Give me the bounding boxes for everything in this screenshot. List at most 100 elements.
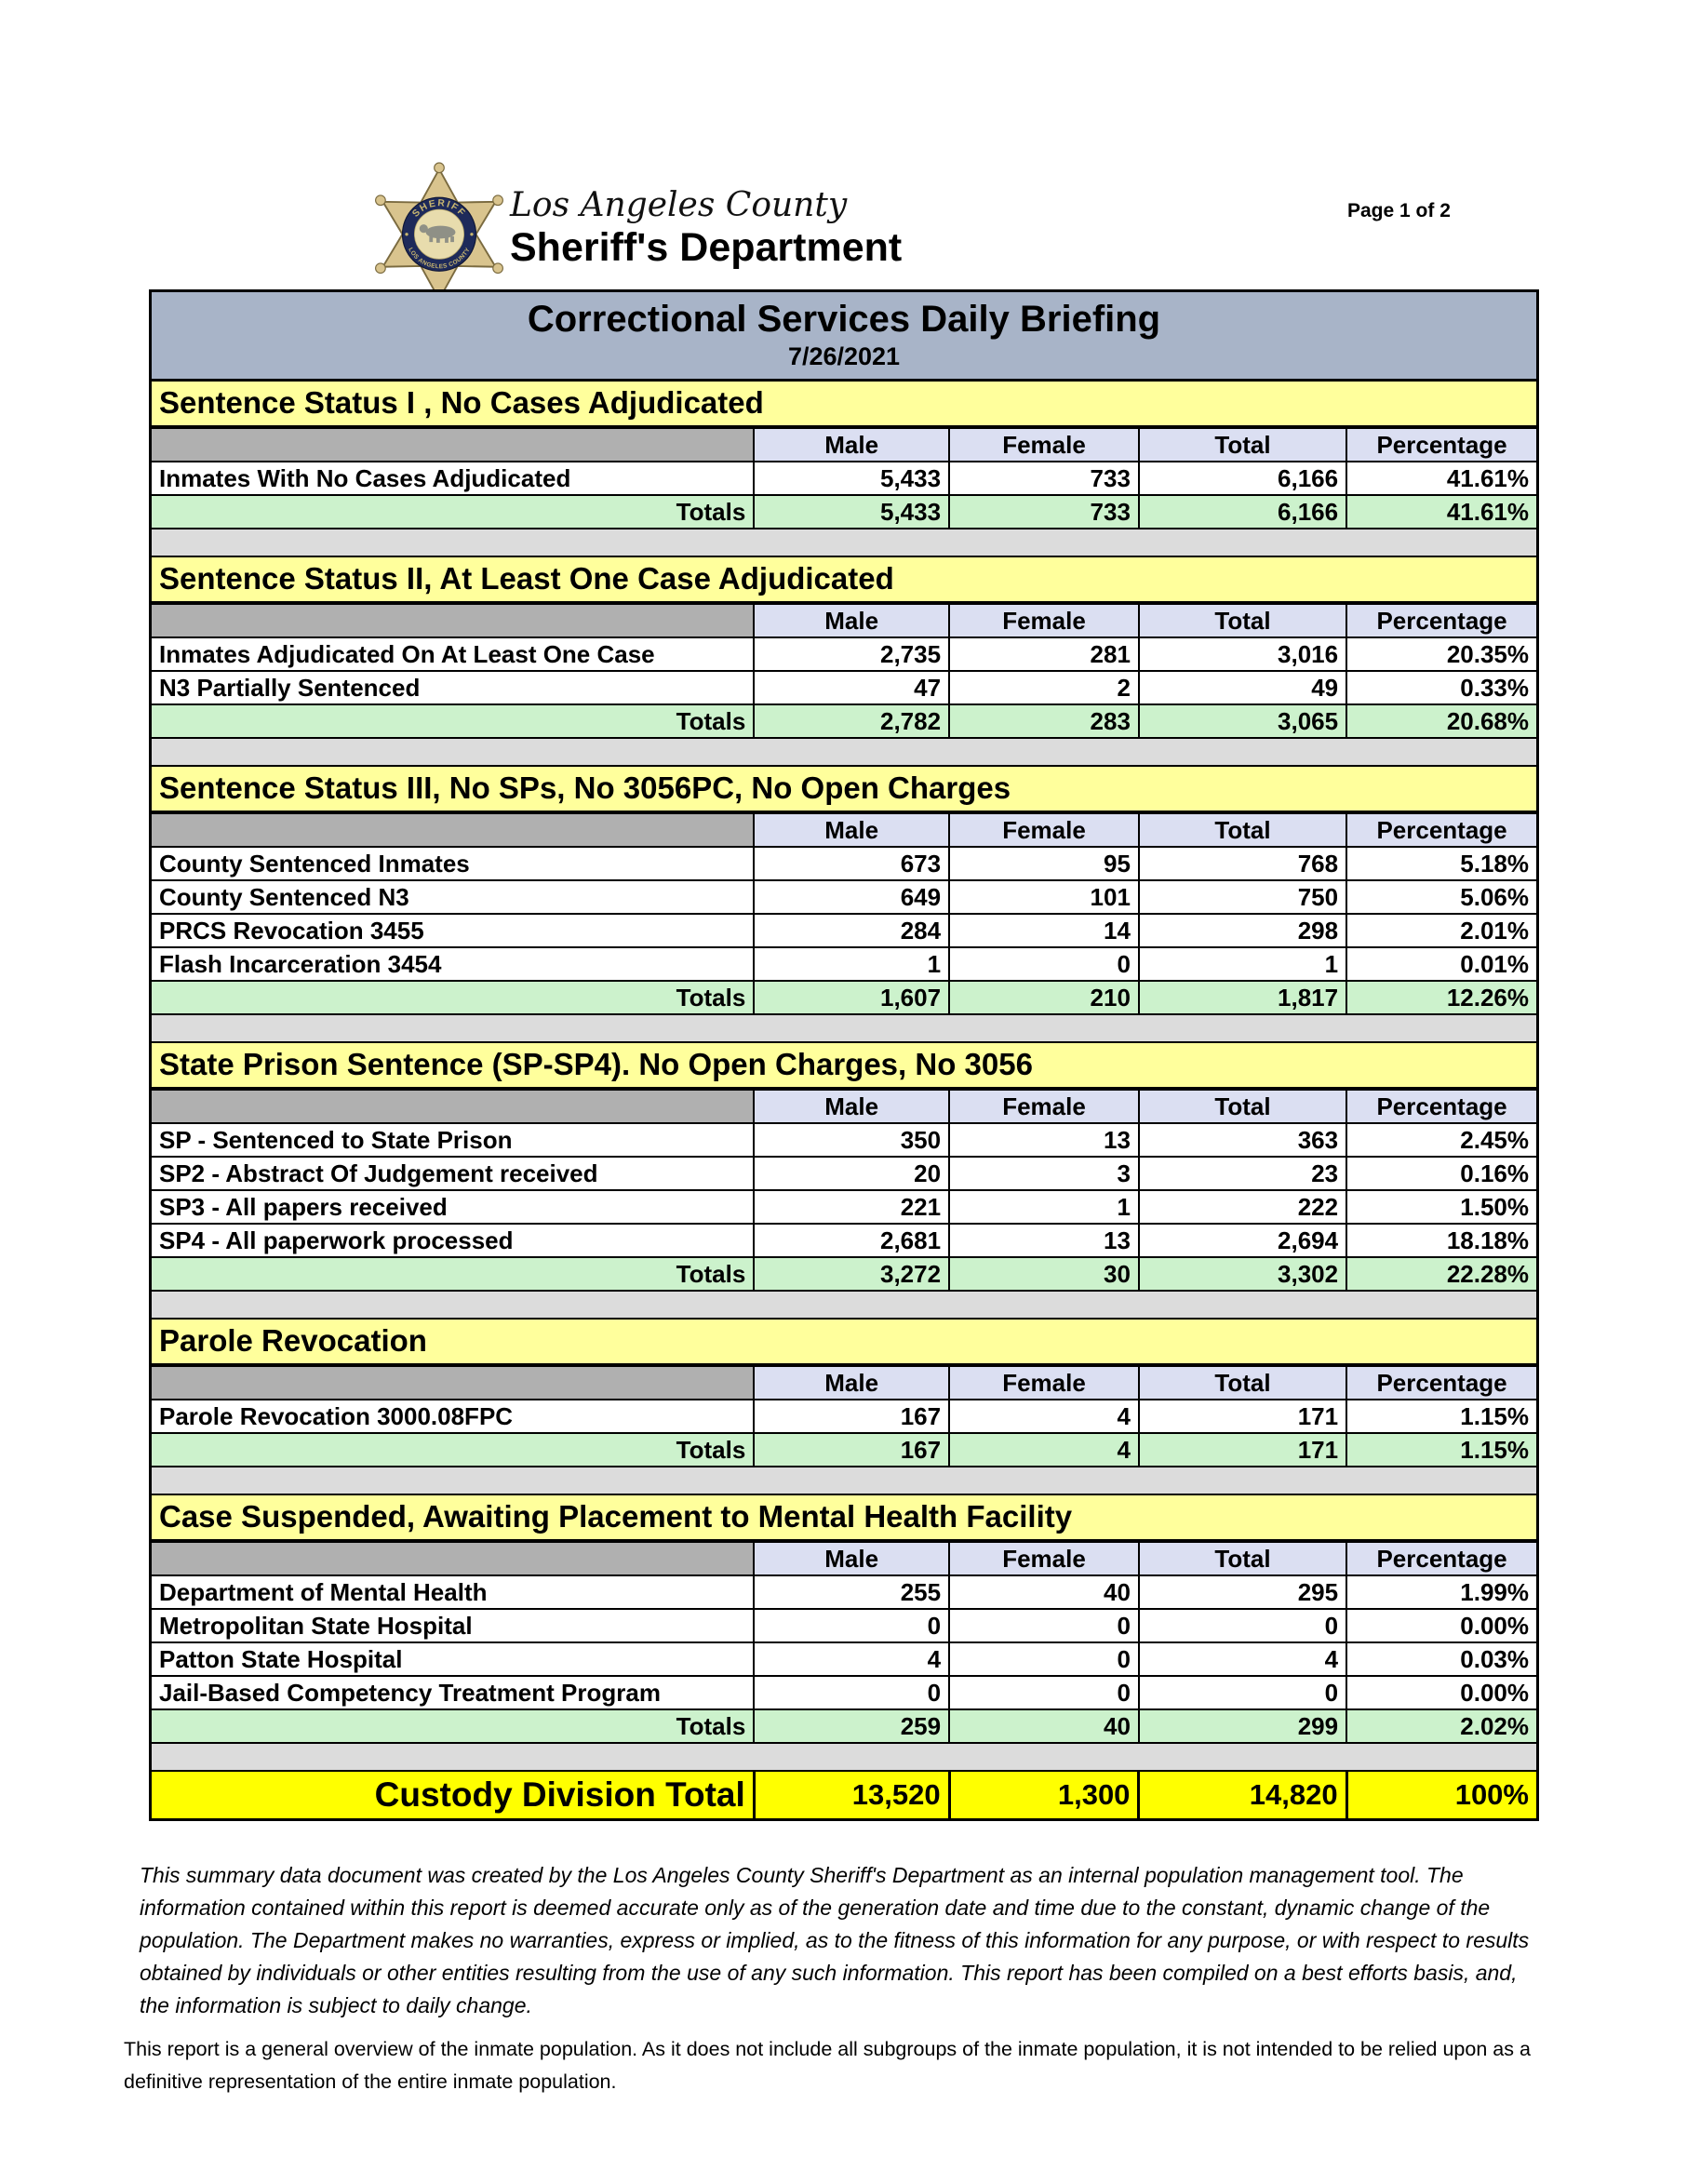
- col-female: Female: [948, 603, 1140, 638]
- section-table: Male Female Total Percentage Parole Revo…: [152, 1365, 1536, 1467]
- male-value: 5,433: [753, 461, 951, 496]
- total-value: 750: [1137, 879, 1348, 915]
- total-total: 299: [1137, 1708, 1348, 1744]
- page-number: Page 1 of 2: [1347, 200, 1451, 221]
- col-female: Female: [948, 1089, 1140, 1124]
- column-header-row: Male Female Total Percentage: [152, 1089, 1536, 1124]
- total-value: 4: [1137, 1641, 1348, 1677]
- male-value: 2,681: [753, 1223, 951, 1258]
- col-percentage: Percentage: [1346, 603, 1536, 638]
- female-value: 95: [948, 846, 1140, 881]
- section-sentence-status-3: Sentence Status III, No SPs, No 3056PC, …: [152, 767, 1536, 1015]
- column-header-row: Male Female Total Percentage: [152, 1541, 1536, 1576]
- row-label: Inmates Adjudicated On At Least One Case: [152, 636, 756, 672]
- sheriff-badge-icon: SHERIFF LOS ANGELES COUNTY ®: [375, 162, 505, 307]
- table-row: SP4 - All paperwork processed 2,681 13 2…: [152, 1223, 1536, 1258]
- row-label: County Sentenced Inmates: [152, 846, 756, 881]
- table-row: PRCS Revocation 3455 284 14 298 2.01%: [152, 913, 1536, 948]
- grand-total-label: Custody Division Total: [152, 1772, 756, 1818]
- total-total: 1,817: [1137, 980, 1348, 1015]
- male-value: 0: [753, 1675, 951, 1710]
- custody-division-total-row: Custody Division Total 13,520 1,300 14,8…: [152, 1772, 1536, 1818]
- female-value: 14: [948, 913, 1140, 948]
- female-total: 733: [948, 494, 1140, 529]
- spacer-cell: [152, 1089, 756, 1124]
- percentage-value: 1.99%: [1346, 1574, 1536, 1610]
- col-total: Total: [1137, 1365, 1348, 1400]
- grand-female-total: 1,300: [947, 1772, 1141, 1818]
- col-female: Female: [948, 427, 1140, 462]
- male-value: 4: [753, 1641, 951, 1677]
- section-divider: [152, 1292, 1536, 1320]
- percentage-value: 20.35%: [1346, 636, 1536, 672]
- female-total: 40: [948, 1708, 1140, 1744]
- male-value: 1: [753, 946, 951, 982]
- male-value: 649: [753, 879, 951, 915]
- row-label: SP2 - Abstract Of Judgement received: [152, 1156, 756, 1191]
- percentage-value: 0.01%: [1346, 946, 1536, 982]
- row-label: Parole Revocation 3000.08FPC: [152, 1399, 756, 1434]
- section-title: State Prison Sentence (SP-SP4). No Open …: [152, 1043, 1536, 1089]
- spacer-cell: [152, 603, 756, 638]
- section-divider: [152, 739, 1536, 767]
- male-total: 1,607: [753, 980, 951, 1015]
- spacer-cell: [152, 812, 756, 848]
- table-row: County Sentenced N3 649 101 750 5.06%: [152, 879, 1536, 915]
- male-value: 167: [753, 1399, 951, 1434]
- total-value: 23: [1137, 1156, 1348, 1191]
- totals-row: Totals 1,607 210 1,817 12.26%: [152, 980, 1536, 1015]
- section-title: Sentence Status II, At Least One Case Ad…: [152, 557, 1536, 603]
- totals-row: Totals 5,433 733 6,166 41.61%: [152, 494, 1536, 529]
- percentage-total: 1.15%: [1346, 1432, 1536, 1467]
- female-value: 13: [948, 1122, 1140, 1158]
- grand-total-total: 14,820: [1137, 1772, 1348, 1818]
- section-case-suspended-mental-health: Case Suspended, Awaiting Placement to Me…: [152, 1495, 1536, 1744]
- male-total: 259: [753, 1708, 951, 1744]
- female-value: 0: [948, 1608, 1140, 1643]
- column-header-row: Male Female Total Percentage: [152, 1365, 1536, 1400]
- percentage-value: 5.06%: [1346, 879, 1536, 915]
- col-percentage: Percentage: [1346, 1365, 1536, 1400]
- section-divider: [152, 1744, 1536, 1772]
- table-row: N3 Partially Sentenced 47 2 49 0.33%: [152, 670, 1536, 705]
- section-title: Sentence Status I , No Cases Adjudicated: [152, 382, 1536, 427]
- col-total: Total: [1137, 812, 1348, 848]
- section-divider: [152, 1015, 1536, 1043]
- row-label: Metropolitan State Hospital: [152, 1608, 756, 1643]
- total-value: 0: [1137, 1675, 1348, 1710]
- spacer-cell: [152, 1541, 756, 1576]
- row-label: Patton State Hospital: [152, 1641, 756, 1677]
- col-total: Total: [1137, 1541, 1348, 1576]
- column-header-row: Male Female Total Percentage: [152, 603, 1536, 638]
- male-total: 3,272: [753, 1256, 951, 1292]
- row-label: PRCS Revocation 3455: [152, 913, 756, 948]
- section-table: Male Female Total Percentage Department …: [152, 1541, 1536, 1744]
- logo-county-line: Los Angeles County: [510, 186, 848, 224]
- section-title: Case Suspended, Awaiting Placement to Me…: [152, 1495, 1536, 1541]
- table-row: Inmates With No Cases Adjudicated 5,433 …: [152, 461, 1536, 496]
- female-total: 210: [948, 980, 1140, 1015]
- col-female: Female: [948, 1365, 1140, 1400]
- total-value: 6,166: [1137, 461, 1348, 496]
- total-value: 295: [1137, 1574, 1348, 1610]
- table-row: SP2 - Abstract Of Judgement received 20 …: [152, 1156, 1536, 1191]
- percentage-total: 2.02%: [1346, 1708, 1536, 1744]
- female-total: 4: [948, 1432, 1140, 1467]
- row-label: Jail-Based Competency Treatment Program: [152, 1675, 756, 1710]
- logo-text: Los Angeles County Sheriff's Department: [510, 186, 902, 270]
- female-value: 733: [948, 461, 1140, 496]
- row-label: Inmates With No Cases Adjudicated: [152, 461, 756, 496]
- male-value: 221: [753, 1189, 951, 1225]
- totals-label: Totals: [152, 980, 756, 1015]
- report-title: Correctional Services Daily Briefing: [527, 299, 1161, 340]
- totals-label: Totals: [152, 703, 756, 739]
- row-label: N3 Partially Sentenced: [152, 670, 756, 705]
- spacer-cell: [152, 427, 756, 462]
- percentage-total: 20.68%: [1346, 703, 1536, 739]
- row-label: County Sentenced N3: [152, 879, 756, 915]
- table-row: County Sentenced Inmates 673 95 768 5.18…: [152, 846, 1536, 881]
- female-value: 1: [948, 1189, 1140, 1225]
- percentage-value: 0.16%: [1346, 1156, 1536, 1191]
- table-row: Parole Revocation 3000.08FPC 167 4 171 1…: [152, 1399, 1536, 1434]
